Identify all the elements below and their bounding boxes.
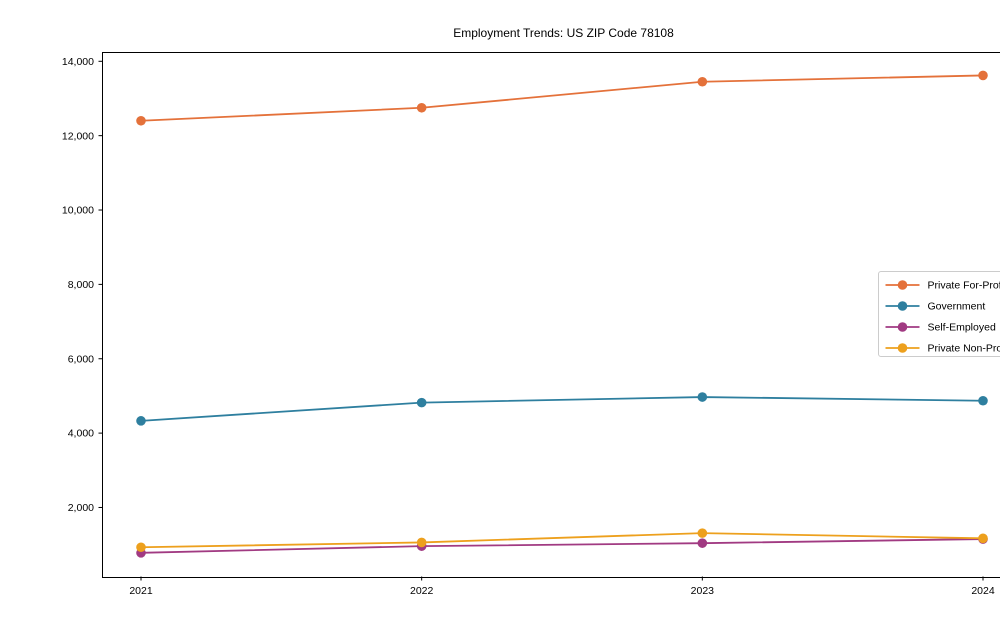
data-point-private-for-profit-2022 (417, 103, 427, 113)
data-point-private-for-profit-2023 (698, 77, 708, 87)
data-point-private-for-profit-2021 (136, 116, 146, 126)
data-point-private-non-profit-2022 (417, 538, 427, 548)
data-point-government-2022 (417, 398, 427, 408)
y-tick-label-8000: 8,000 (68, 279, 94, 291)
data-point-government-2021 (136, 416, 146, 426)
employment-trends-line-chart: Employment Trends: US ZIP Code 78108 2,0… (40, 16, 1000, 616)
y-tick-label-4000: 4,000 (68, 428, 94, 440)
legend-marker-dot-government (898, 301, 908, 311)
data-point-private-for-profit-2024 (978, 71, 988, 81)
chart-canvas: 2,000 4,000 6,000 8,000 10,000 12,000 14,000 20… (40, 16, 1000, 616)
legend-marker-dot-private-non-profit (898, 343, 908, 353)
y-tick-label-2000: 2,000 (68, 502, 94, 514)
x-tick-label-2024: 2024 (971, 585, 995, 597)
data-point-government-2023 (698, 392, 708, 402)
data-point-private-non-profit-2021 (136, 542, 146, 552)
data-point-private-non-profit-2024 (978, 534, 988, 544)
data-point-government-2024 (978, 396, 988, 406)
series-line-private-for-profit (141, 75, 983, 120)
series-line-government (141, 397, 983, 421)
legend-label-self-employed: Self-Employed (928, 322, 996, 334)
y-tick-label-12000: 12,000 (62, 130, 94, 142)
legend-label-government: Government (928, 301, 986, 313)
legend-marker-dot-self-employed (898, 322, 908, 332)
legend-label-private-non-profit: Private Non-Profit (928, 343, 1000, 355)
legend-label-private-for-profit: Private For-Profit (928, 280, 1000, 292)
y-tick-label-14000: 14,000 (62, 56, 94, 68)
data-point-private-non-profit-2023 (698, 528, 708, 538)
y-tick-label-6000: 6,000 (68, 353, 94, 365)
legend-marker-dot-private-for-profit (898, 280, 908, 290)
x-tick-label-2023: 2023 (691, 585, 715, 597)
data-point-self-employed-2023 (698, 538, 708, 548)
y-tick-label-10000: 10,000 (62, 205, 94, 217)
x-tick-label-2021: 2021 (129, 585, 153, 597)
plot-border (103, 53, 1000, 578)
x-tick-label-2022: 2022 (410, 585, 434, 597)
